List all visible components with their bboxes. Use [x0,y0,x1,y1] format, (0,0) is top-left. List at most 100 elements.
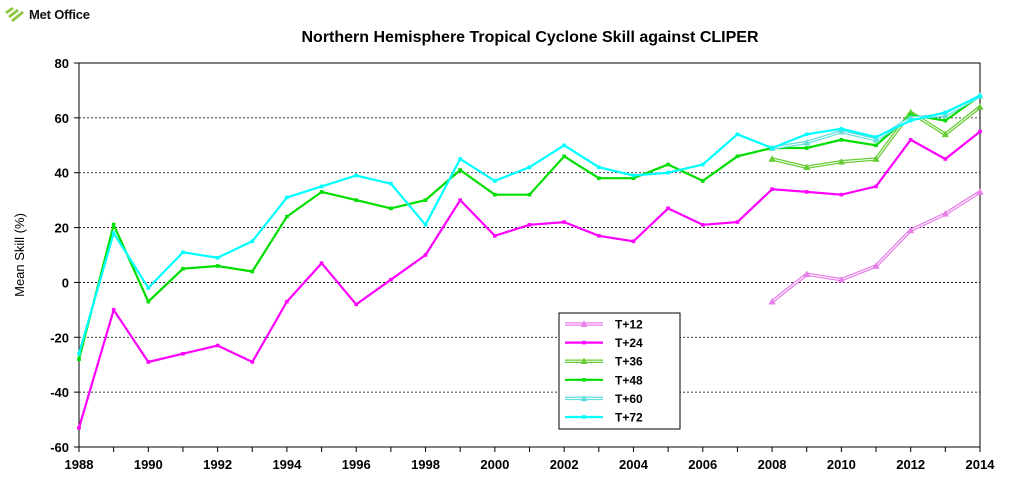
data-point [908,138,913,142]
data-point [735,220,740,224]
x-tick-label: 2002 [550,457,579,472]
data-point [770,187,774,191]
data-point [458,157,462,161]
legend-item: T+48 [565,373,643,387]
y-tick-label: 60 [55,111,69,126]
y-tick-label: 40 [55,166,69,181]
legend-label: T+12 [615,318,643,332]
data-point [943,157,948,161]
x-tick-label: 1994 [272,457,302,472]
data-point [803,163,811,171]
legend-label: T+60 [615,392,643,406]
x-tick-label: 2012 [896,457,925,472]
data-point [354,173,359,178]
data-point [976,188,984,195]
data-point [580,394,588,402]
data-point [285,299,289,304]
data-point [872,136,880,143]
data-point [562,220,566,224]
data-point [215,264,220,268]
data-point [872,155,880,162]
data-point [803,270,811,278]
data-point [597,176,601,180]
data-point [389,206,393,211]
data-point [666,170,670,175]
data-point [250,269,255,274]
data-point [874,184,878,189]
data-point [804,132,809,137]
y-tick-label: 20 [55,221,69,236]
data-point [111,223,116,227]
data-point [700,162,705,167]
data-point [837,275,846,283]
data-point [839,138,844,142]
legend: T+12 T+24 T+36 T+48 T+60 T+72 [558,312,681,430]
data-point [837,158,846,165]
data-point [458,198,462,202]
data-point [666,206,670,211]
met-office-logo: Met Office [4,4,90,24]
data-point [493,192,497,197]
legend-label: T+36 [615,355,643,369]
data-point [319,190,324,194]
data-point [666,162,670,167]
data-point [146,286,151,290]
series-tplus12 [768,188,984,305]
data-point [77,351,81,356]
data-point [527,165,532,170]
series-group [77,92,984,430]
data-point [215,343,220,348]
data-point [250,239,255,244]
x-tick-label: 2000 [480,457,509,472]
data-point [580,320,588,327]
legend-item: T+36 [565,355,643,369]
x-tick-label: 2004 [619,457,649,472]
data-point [77,357,81,362]
x-tick-label: 2008 [758,457,787,472]
data-point [582,415,586,419]
data-point [804,190,809,194]
data-point [872,262,880,269]
y-axis-label: Mean Skill (%) [12,213,27,297]
data-point [941,111,949,118]
data-point [389,277,393,282]
data-point [631,176,636,180]
data-point [582,378,586,382]
data-point [285,195,289,200]
data-point [700,179,705,183]
x-tick-label: 2006 [688,457,717,472]
data-point [319,184,324,189]
data-point [943,118,948,123]
x-tick-label: 1996 [342,457,371,472]
data-point [700,223,705,227]
series-tplus60 [768,92,984,151]
met-office-logo-icon [5,7,24,22]
data-point [319,261,324,266]
data-point [181,250,185,255]
series-tplus24 [77,129,982,430]
data-point [768,297,776,305]
data-point [111,308,116,312]
data-point [839,192,844,197]
data-point [250,360,255,364]
data-point [423,223,428,227]
data-point [423,198,428,202]
x-axis: 1988 1990 1992 1994 1996 1998 2000 2002 2004 2006… [65,447,995,472]
data-point [493,179,497,183]
plot-area [78,62,981,448]
data-point [839,127,844,131]
legend-item: T+72 [565,411,643,425]
data-point [803,138,811,146]
chart-title: Northern Hemisphere Tropical Cyclone Ski… [301,29,758,46]
data-point [908,118,913,123]
legend-item: T+60 [565,392,643,406]
data-point [874,143,878,148]
data-point [597,234,601,238]
x-tick-label: 1990 [134,457,163,472]
x-tick-label: 1998 [411,457,440,472]
legend-label: T+72 [615,411,643,425]
logo-text: Met Office [29,6,90,22]
series-line-inner [771,191,981,302]
grid [79,117,980,393]
data-point [597,165,601,170]
